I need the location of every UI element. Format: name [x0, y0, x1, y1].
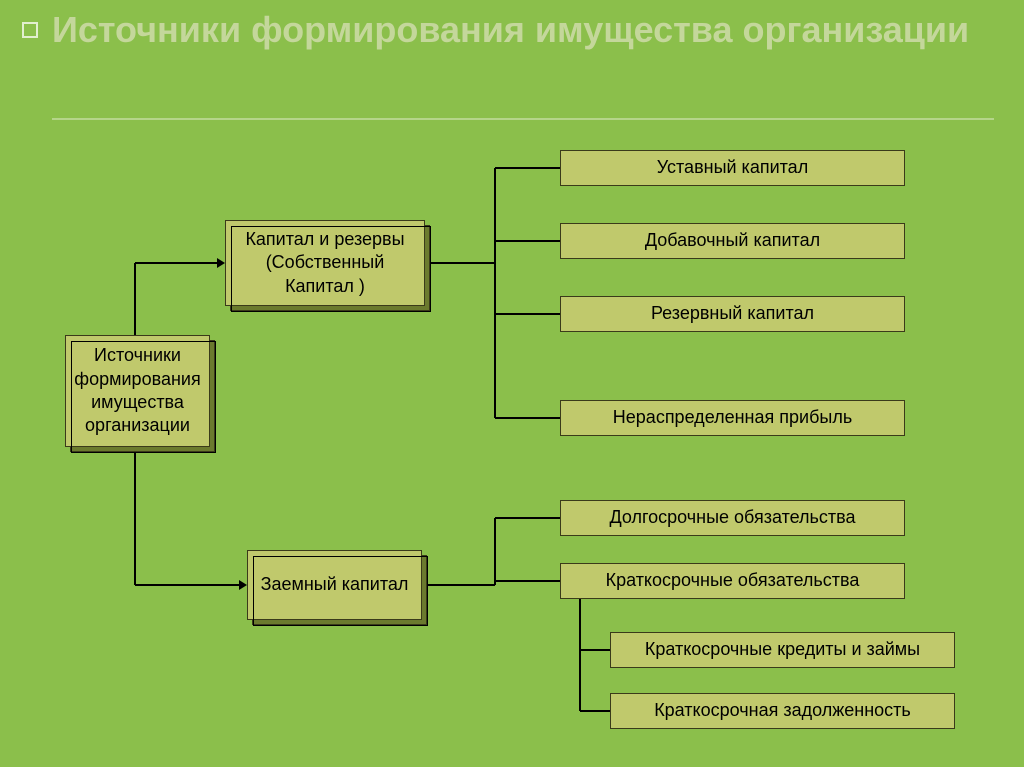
box-kratkosr_kredit: Краткосрочные кредиты и займы: [610, 632, 955, 668]
box-ustavny: Уставный капитал: [560, 150, 905, 186]
box-borrowed: Заемный капитал: [247, 550, 422, 620]
slide: Источники формирования имущества организ…: [0, 0, 1024, 767]
box-kratkosr_zadol: Краткосрочная задолженность: [610, 693, 955, 729]
box-dolgosr: Долгосрочные обязательства: [560, 500, 905, 536]
slide-title: Источники формирования имущества организ…: [52, 8, 969, 51]
title-underline: [52, 118, 994, 120]
box-root: Источники формирования имущества организ…: [65, 335, 210, 447]
box-neraspr: Нераспределенная прибыль: [560, 400, 905, 436]
box-cap_reserves: Капитал и резервы (Собственный Капитал ): [225, 220, 425, 306]
box-kratkosr_ob: Краткосрочные обязательства: [560, 563, 905, 599]
box-dobavochny: Добавочный капитал: [560, 223, 905, 259]
title-bullet: [22, 22, 38, 38]
box-rezervny: Резервный капитал: [560, 296, 905, 332]
